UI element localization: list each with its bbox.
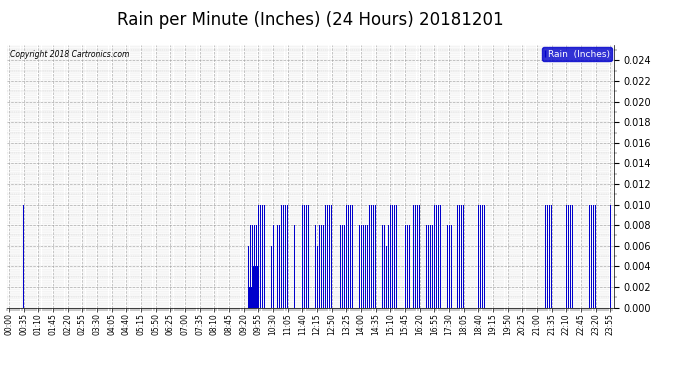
Text: Copyright 2018 Cartronics.com: Copyright 2018 Cartronics.com <box>10 50 129 59</box>
Text: Rain per Minute (Inches) (24 Hours) 20181201: Rain per Minute (Inches) (24 Hours) 2018… <box>117 11 504 29</box>
Legend: Rain  (Inches): Rain (Inches) <box>542 47 612 61</box>
